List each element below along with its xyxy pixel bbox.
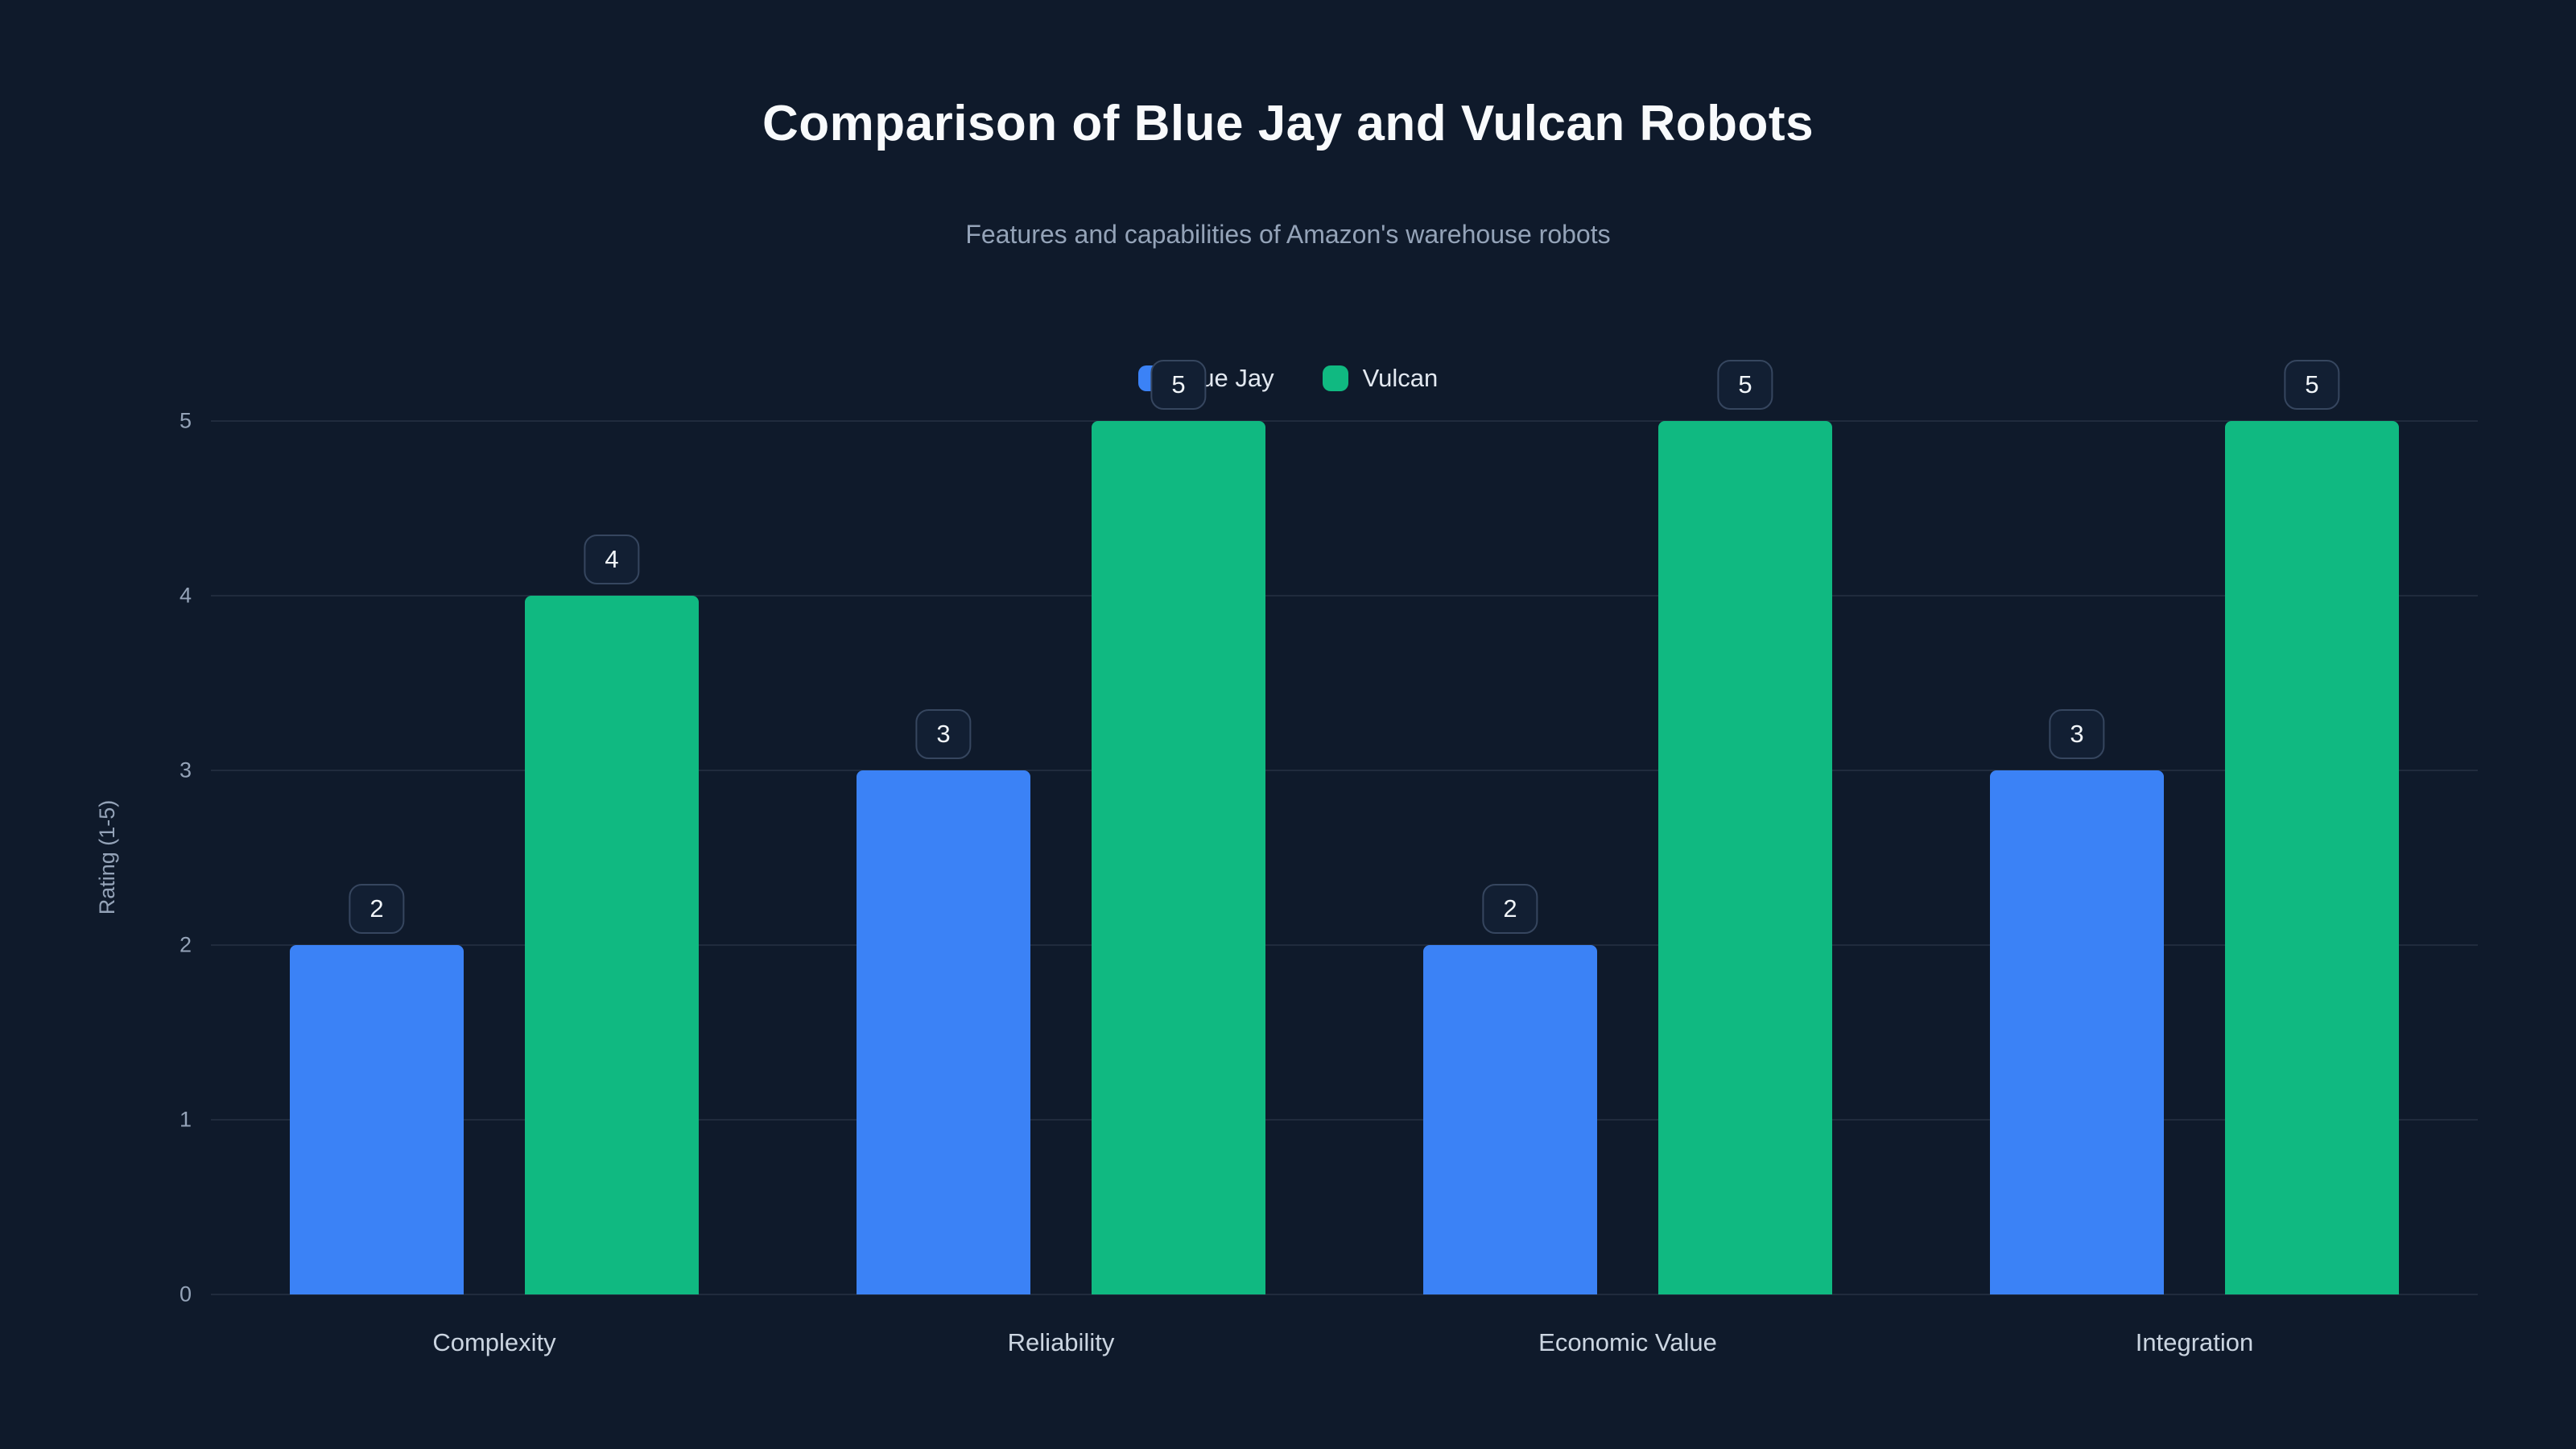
bar-vulcan-reliability	[1092, 421, 1265, 1294]
value-label-blue-jay-integration: 3	[2049, 709, 2105, 759]
chart-title: Comparison of Blue Jay and Vulcan Robots	[762, 96, 1814, 151]
bar-vulcan-complexity	[525, 596, 699, 1294]
gridline-y-2	[211, 944, 2478, 946]
gridline-y-5	[211, 420, 2478, 422]
chart-subtitle: Features and capabilities of Amazon's wa…	[965, 220, 1611, 249]
y-tick-label-5: 5	[179, 408, 192, 433]
gridline-y-0	[211, 1294, 2478, 1295]
bar-blue-jay-complexity	[290, 945, 464, 1294]
bar-blue-jay-economic-value	[1423, 945, 1597, 1294]
y-tick-label-4: 4	[179, 583, 192, 608]
y-tick-label-0: 0	[179, 1282, 192, 1307]
vulcan-swatch-icon	[1322, 365, 1348, 391]
y-tick-label-1: 1	[179, 1107, 192, 1132]
plot-area: 0 1 2 3 4 5 2 4 Complexity 3 5 Reliability 2 5 Economi…	[180, 360, 2478, 1356]
value-label-vulcan-complexity: 4	[584, 535, 640, 584]
y-tick-label-2: 2	[179, 932, 192, 957]
legend-item-vulcan: Vulcan	[1322, 364, 1439, 393]
chart-header: Comparison of Blue Jay and Vulcan Robots…	[0, 0, 2576, 250]
value-label-blue-jay-reliability: 3	[915, 709, 972, 759]
gridline-y-1	[211, 1119, 2478, 1121]
bar-vulcan-economic-value	[1658, 421, 1832, 1294]
y-axis-label: Rating (1-5)	[95, 799, 119, 915]
bar-blue-jay-reliability	[857, 770, 1030, 1294]
bar-vulcan-integration	[2225, 421, 2399, 1294]
value-label-vulcan-integration: 5	[2284, 360, 2340, 410]
value-label-vulcan-economic-value: 5	[1717, 360, 1773, 410]
x-tick-label-reliability: Reliability	[1007, 1328, 1115, 1356]
bar-blue-jay-integration	[1990, 770, 2164, 1294]
value-label-blue-jay-complexity: 2	[349, 884, 405, 934]
x-tick-label-integration: Integration	[2135, 1328, 2254, 1356]
gridline-y-3	[211, 770, 2478, 771]
y-tick-label-3: 3	[179, 758, 192, 782]
legend: Blue Jay Vulcan	[0, 364, 2576, 393]
x-tick-label-economic-value: Economic Value	[1538, 1328, 1717, 1356]
gridline-y-4	[211, 595, 2478, 597]
legend-label-vulcan: Vulcan	[1362, 364, 1439, 392]
value-label-vulcan-reliability: 5	[1150, 360, 1207, 410]
x-tick-label-complexity: Complexity	[432, 1328, 556, 1356]
value-label-blue-jay-economic-value: 2	[1482, 884, 1538, 934]
